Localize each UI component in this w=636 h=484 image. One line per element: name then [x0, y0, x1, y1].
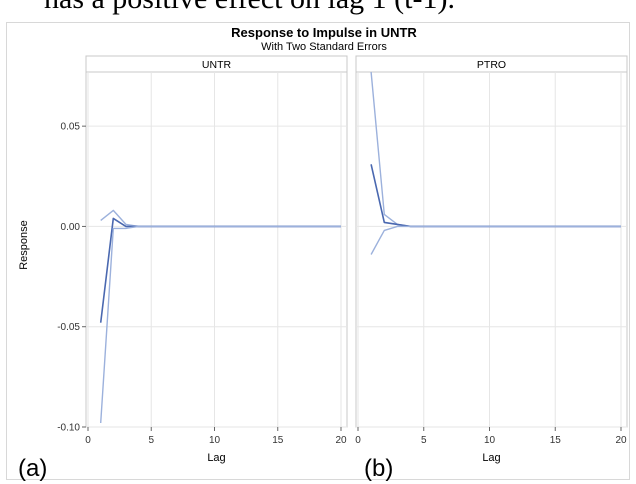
- plot-area: [85, 71, 348, 428]
- y-tick-label: -0.05: [57, 322, 80, 333]
- x-tick-label: 5: [148, 435, 154, 446]
- x-tick-label: 10: [209, 435, 221, 446]
- y-tick-label: -0.10: [57, 423, 80, 434]
- series-lower-line: [370, 225, 621, 255]
- x-axis-label: Lag: [207, 452, 225, 464]
- x-tick-label: 5: [421, 435, 427, 446]
- series-lower-line: [100, 225, 341, 424]
- panel-tag-label: (a): [18, 455, 47, 482]
- y-axis-label: Response: [18, 220, 30, 270]
- x-tick-label: 0: [355, 435, 361, 446]
- x-tick-label: 15: [272, 435, 284, 446]
- panels: UNTR 0 5 10 15 20 -0.10 -0.05 0.00 0.05 Lag (a) PTRO…: [18, 55, 628, 482]
- x-tick-label: 15: [550, 435, 562, 446]
- x-tick-label: 10: [484, 435, 496, 446]
- x-tick-label: 20: [335, 435, 347, 446]
- x-tick-label: 0: [85, 435, 91, 446]
- x-tick-label: 20: [615, 435, 627, 446]
- panel-tag-label: (b): [364, 455, 393, 482]
- panel-untr: UNTR 0 5 10 15 20 -0.10 -0.05 0.00 0.05 Lag (a): [18, 55, 348, 482]
- chart-title: Response to Impulse in UNTR: [231, 25, 417, 40]
- y-tick-label: 0.05: [61, 122, 81, 133]
- y-tick-label: 0.00: [61, 222, 81, 233]
- document-text-line: has a positive effect on lag 1 (t-1).: [44, 0, 455, 16]
- panel-header-label: PTRO: [477, 59, 506, 71]
- plot-area: [355, 71, 628, 428]
- panel-ptro: PTRO 0 5 10 15 20 Lag (b): [355, 55, 628, 482]
- panel-header-label: UNTR: [202, 59, 232, 71]
- chart-subtitle: With Two Standard Errors: [261, 41, 387, 53]
- x-axis-label: Lag: [482, 452, 500, 464]
